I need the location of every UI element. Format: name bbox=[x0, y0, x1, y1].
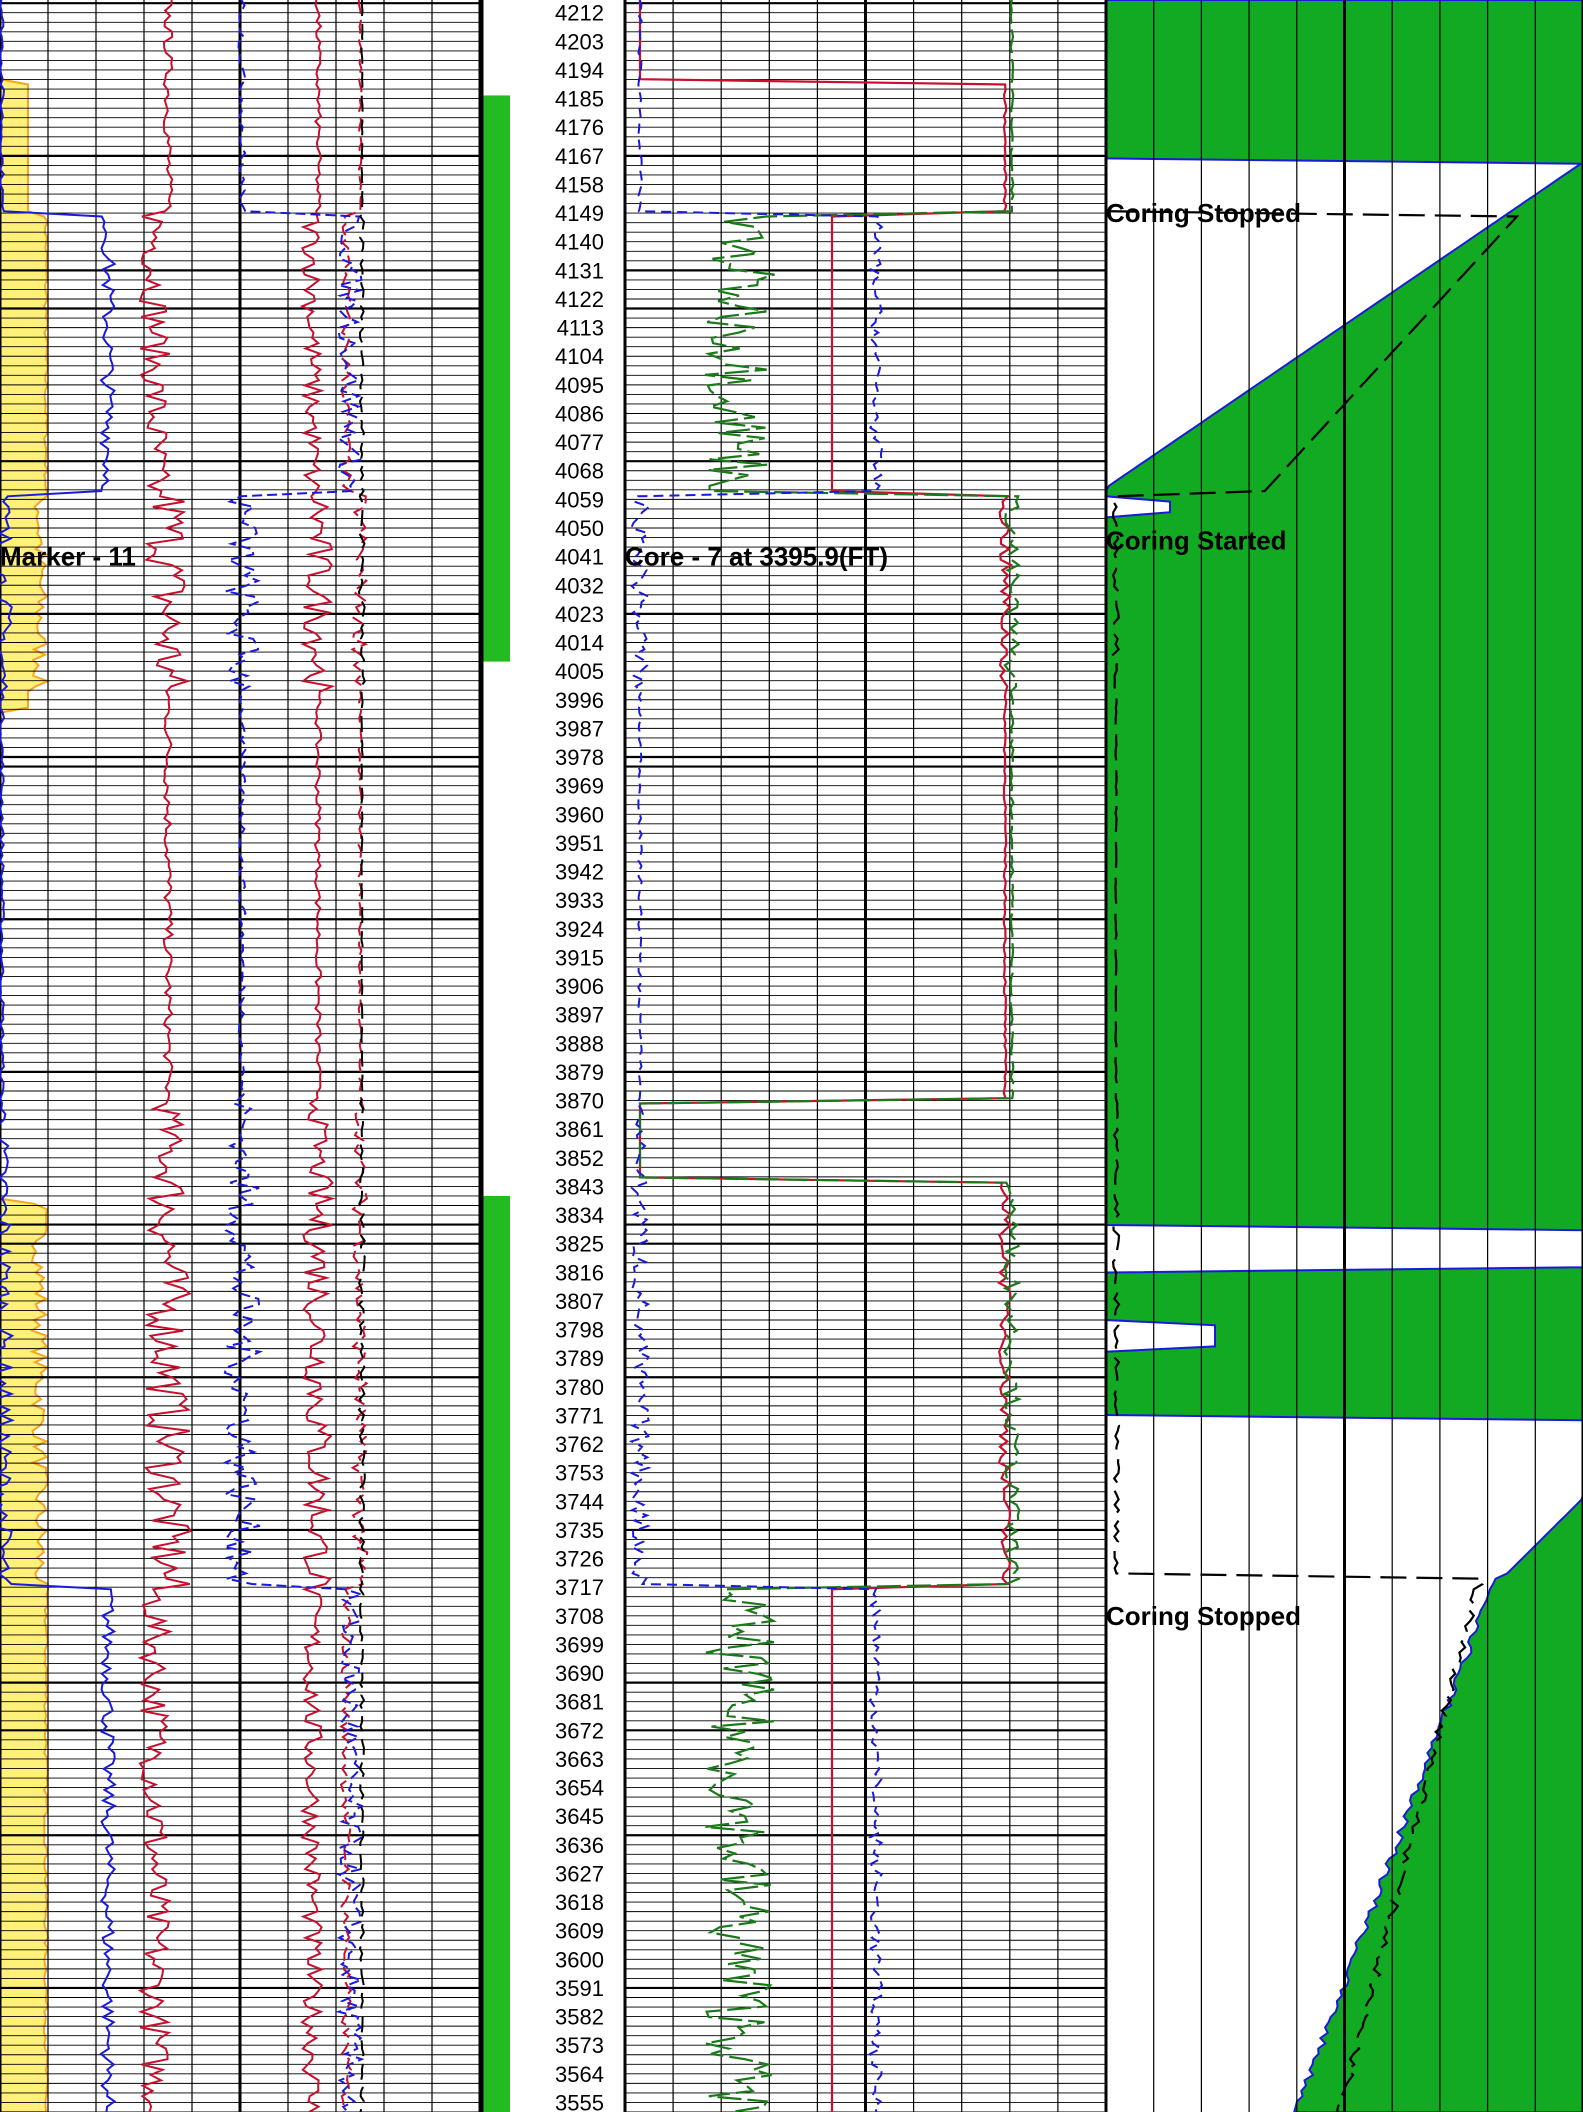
sonic-curve bbox=[628, 0, 884, 2112]
depth-tick-label-67: 3609 bbox=[555, 1919, 604, 1944]
depth-tick-label-73: 3555 bbox=[555, 2090, 604, 2112]
depth-tick-label-12: 4104 bbox=[555, 344, 604, 369]
deep-resistivity-curve bbox=[299, 0, 336, 2112]
caliper-curve bbox=[0, 0, 117, 2112]
depth-tick-label-15: 4077 bbox=[555, 430, 604, 455]
depth-tick-label-29: 3951 bbox=[555, 831, 604, 856]
depth-tick-label-9: 4131 bbox=[555, 258, 604, 283]
depth-tick-label-72: 3564 bbox=[555, 2062, 604, 2087]
depth-tick-label-69: 3591 bbox=[555, 1976, 604, 2001]
depth-tick-label-53: 3735 bbox=[555, 1518, 604, 1543]
depth-tick-label-66: 3618 bbox=[555, 1890, 604, 1915]
depth-tick-label-71: 3573 bbox=[555, 2033, 604, 2058]
depth-tick-label-63: 3645 bbox=[555, 1804, 604, 1829]
annotation-0: Marker - 11 bbox=[0, 542, 136, 572]
depth-tick-label-17: 4059 bbox=[555, 487, 604, 512]
depth-tick-label-59: 3681 bbox=[555, 1690, 604, 1715]
depth-tick-label-65: 3627 bbox=[555, 1861, 604, 1886]
depth-tick-label-46: 3798 bbox=[555, 1318, 604, 1343]
depth-tick-label-32: 3924 bbox=[555, 917, 604, 942]
micro-resistivity-curve bbox=[357, 0, 366, 2112]
depth-tick-label-33: 3915 bbox=[555, 945, 604, 970]
saturation-curve bbox=[1104, 0, 1520, 2112]
depth-tick-label-68: 3600 bbox=[555, 1947, 604, 1972]
depth-tick-label-1: 4203 bbox=[555, 29, 604, 54]
depth-tick-label-22: 4014 bbox=[555, 631, 604, 656]
depth-tick-label-28: 3960 bbox=[555, 802, 604, 827]
depth-tick-label-57: 3699 bbox=[555, 1632, 604, 1657]
depth-tick-label-4: 4176 bbox=[555, 115, 604, 140]
depth-tick-label-47: 3789 bbox=[555, 1346, 604, 1371]
depth-tick-label-7: 4149 bbox=[555, 201, 604, 226]
depth-tick-label-52: 3744 bbox=[555, 1489, 604, 1514]
depth-tick-label-20: 4032 bbox=[555, 573, 604, 598]
depth-tick-label-54: 3726 bbox=[555, 1547, 604, 1572]
depth-tick-label-41: 3843 bbox=[555, 1174, 604, 1199]
depth-tick-label-10: 4122 bbox=[555, 287, 604, 312]
density-curve bbox=[638, 0, 1014, 2112]
depth-tick-label-35: 3897 bbox=[555, 1003, 604, 1028]
annotation-3: Coring Started bbox=[1106, 526, 1287, 556]
depth-tick-label-42: 3834 bbox=[555, 1203, 604, 1228]
depth-tick-label-13: 4095 bbox=[555, 373, 604, 398]
depth-tick-label-70: 3582 bbox=[555, 2005, 604, 2030]
depth-tick-label-40: 3852 bbox=[555, 1146, 604, 1171]
depth-tick-label-39: 3861 bbox=[555, 1117, 604, 1142]
gamma-ray-curve bbox=[137, 0, 192, 2112]
depth-tick-label-14: 4086 bbox=[555, 401, 604, 426]
depth-tick-label-6: 4158 bbox=[555, 172, 604, 197]
depth-tick-label-2: 4194 bbox=[555, 58, 604, 83]
depth-tick-label-30: 3942 bbox=[555, 860, 604, 885]
depth-tick-label-34: 3906 bbox=[555, 974, 604, 999]
depth-tick-label-62: 3654 bbox=[555, 1776, 604, 1801]
core-interval-bar-0 bbox=[482, 95, 510, 662]
depth-tick-label-45: 3807 bbox=[555, 1289, 604, 1314]
depth-tick-label-64: 3636 bbox=[555, 1833, 604, 1858]
depth-tick-label-44: 3816 bbox=[555, 1260, 604, 1285]
medium-resistivity-curve bbox=[222, 0, 366, 2112]
depth-tick-label-21: 4023 bbox=[555, 602, 604, 627]
depth-tick-label-58: 3690 bbox=[555, 1661, 604, 1686]
gamma-ray-fill bbox=[0, 0, 51, 2112]
depth-tick-label-60: 3672 bbox=[555, 1718, 604, 1743]
depth-tick-label-8: 4140 bbox=[555, 230, 604, 255]
depth-tick-label-48: 3780 bbox=[555, 1375, 604, 1400]
depth-tick-label-16: 4068 bbox=[555, 459, 604, 484]
depth-tick-label-55: 3717 bbox=[555, 1575, 604, 1600]
depth-tick-label-38: 3870 bbox=[555, 1089, 604, 1114]
core-interval-bar-1 bbox=[482, 1195, 510, 2112]
label-layer: 4212 4203 4194 4185 4176 4167 4158 4149 4140 4131… bbox=[0, 1, 1301, 2112]
depth-tick-label-19: 4041 bbox=[555, 545, 604, 570]
depth-tick-label-61: 3663 bbox=[555, 1747, 604, 1772]
depth-tick-label-26: 3978 bbox=[555, 745, 604, 770]
annotation-2: Coring Stopped bbox=[1106, 198, 1301, 228]
depth-tick-label-25: 3987 bbox=[555, 716, 604, 741]
depth-tick-label-0: 4212 bbox=[555, 1, 604, 26]
depth-tick-label-23: 4005 bbox=[555, 659, 604, 684]
curve-layer bbox=[0, 0, 1520, 2112]
annotation-1: Core - 7 at 3395.9(FT) bbox=[625, 542, 888, 572]
depth-tick-label-18: 4050 bbox=[555, 516, 604, 541]
depth-tick-label-49: 3771 bbox=[555, 1403, 604, 1428]
depth-tick-label-37: 3879 bbox=[555, 1060, 604, 1085]
depth-tick-label-36: 3888 bbox=[555, 1031, 604, 1056]
neutron-curve bbox=[638, 0, 1023, 2112]
depth-tick-label-11: 4113 bbox=[557, 316, 604, 341]
depth-tick-label-51: 3753 bbox=[555, 1461, 604, 1486]
annotation-4: Coring Stopped bbox=[1106, 1601, 1301, 1631]
depth-tick-label-56: 3708 bbox=[555, 1604, 604, 1629]
depth-tick-label-31: 3933 bbox=[555, 888, 604, 913]
depth-tick-label-43: 3825 bbox=[555, 1232, 604, 1257]
depth-tick-label-5: 4167 bbox=[555, 144, 604, 169]
depth-tick-label-50: 3762 bbox=[555, 1432, 604, 1457]
depth-tick-label-24: 3996 bbox=[555, 688, 604, 713]
depth-tick-label-27: 3969 bbox=[555, 774, 604, 799]
depth-tick-label-3: 4185 bbox=[555, 87, 604, 112]
